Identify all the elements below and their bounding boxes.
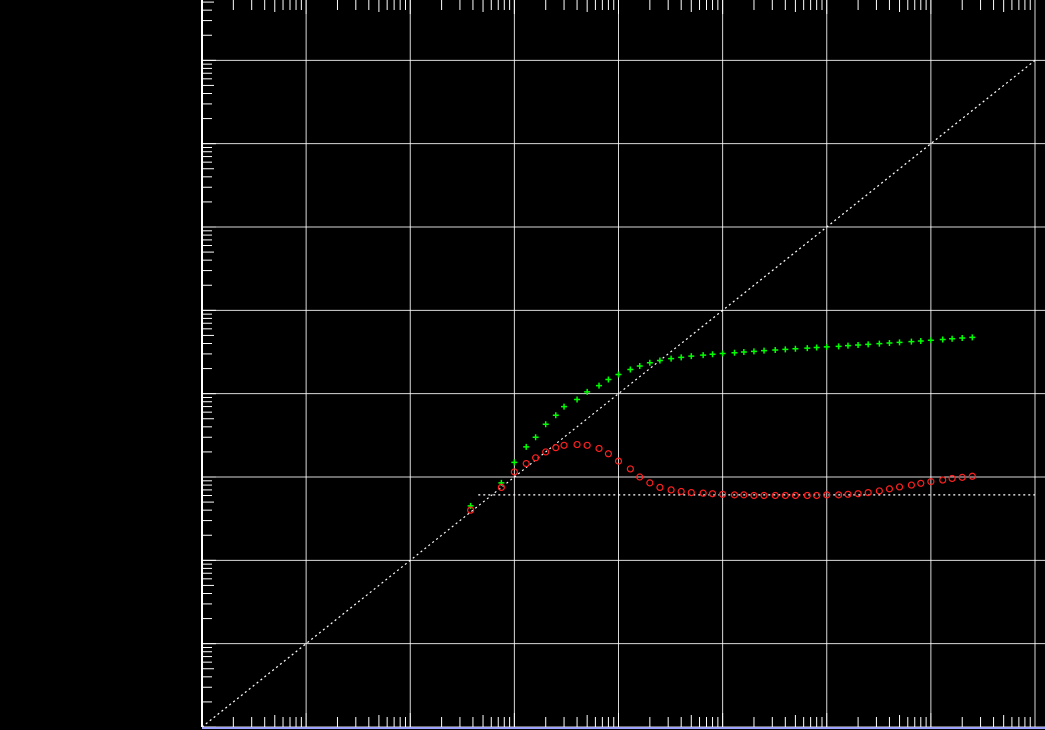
green-plus-point [813,344,820,351]
green-plus-point [949,335,956,342]
green-plus-point [656,357,663,364]
green-plus-point [908,338,915,345]
green-plus-point [761,347,768,354]
green-plus-point [939,336,946,343]
green-plus-point [927,337,934,344]
red-circle-point [595,444,603,453]
red-circle-point [583,441,591,449]
green-plus-point [709,351,716,358]
red-circle-point [542,448,550,456]
green-plus-point [700,352,707,359]
green-plus-point [668,355,675,362]
red-circle-point [885,485,894,493]
red-circle-point [803,491,811,500]
red-circle-point [467,506,475,514]
red-circle-point [604,450,613,458]
green-plus-point [969,334,976,341]
red-circle-point [968,472,976,480]
red-circle-point [560,441,568,449]
green-plus-point [584,388,591,395]
green-plus-point [917,337,924,344]
red-circle-point [677,487,685,496]
green-plus-point [523,443,530,450]
red-circle-point [552,444,560,452]
red-circle-point [864,488,872,497]
green-plus-point [552,412,559,419]
red-circle-point [771,491,779,500]
red-circle-point [626,465,634,473]
red-circle-point [939,476,947,484]
red-circle-point [948,474,956,483]
red-circle-point [730,491,739,499]
red-circle-point [646,479,654,487]
green-plus-point [542,421,549,428]
green-plus-point [596,382,603,389]
green-plus-point [467,502,474,509]
green-plus-point [750,348,757,355]
green-plus-point [896,339,903,346]
red-circle-point [813,491,821,500]
green-plus-point [646,359,653,366]
red-circle-point [522,459,530,468]
green-plus-point [782,346,789,353]
red-circle-point [791,491,800,500]
green-plus-point [823,343,830,350]
red-circle-point [958,473,966,481]
green-plus-point [772,347,779,354]
red-circle-point [844,490,852,498]
red-circle-point [927,478,935,486]
green-plus-point [636,362,643,369]
green-plus-point [719,350,726,357]
red-circle-point [656,483,664,492]
green-plus-point [835,343,842,350]
red-circle-point [760,491,768,500]
green-plus-point [792,345,799,352]
green-plus-point [740,349,747,356]
red-circle-point [708,490,717,498]
red-circle-point [917,479,925,487]
red-circle-point [573,440,581,449]
red-circle-point [667,486,675,494]
green-plus-point [886,340,893,347]
red-circle-point [781,491,789,500]
green-plus-point [959,335,966,342]
red-circle-point [497,483,505,492]
red-circle-point [835,491,843,499]
red-circle-point [907,481,915,489]
green-plus-point [845,342,852,349]
green-plus-point [605,376,612,383]
red-circle-point [532,454,540,462]
green-plus-point [574,396,581,403]
red-circle-point [510,468,518,476]
red-circle-point [750,491,758,500]
red-circle-point [719,490,727,498]
red-circle-point [699,489,707,497]
green-plus-point [731,349,738,356]
green-plus-point [876,340,883,347]
green-plus-point [855,341,862,348]
red-circle-point [875,487,883,495]
red-circle-point [823,491,831,499]
green-plus-point [561,403,568,410]
green-plus-point [627,366,634,373]
red-circle-point [636,473,644,481]
green-plus-point [532,434,539,441]
green-plus-point [678,354,685,361]
red-circle-point [687,488,695,497]
red-circle-point [614,457,623,465]
green-plus-point [688,353,695,360]
green-plus-point [865,341,872,348]
green-plus-point [511,459,518,466]
red-circle-point [854,490,862,498]
red-circle-point [740,491,748,499]
green-plus-point [804,345,811,352]
green-plus-point [615,371,622,378]
red-circle-point [895,483,904,491]
